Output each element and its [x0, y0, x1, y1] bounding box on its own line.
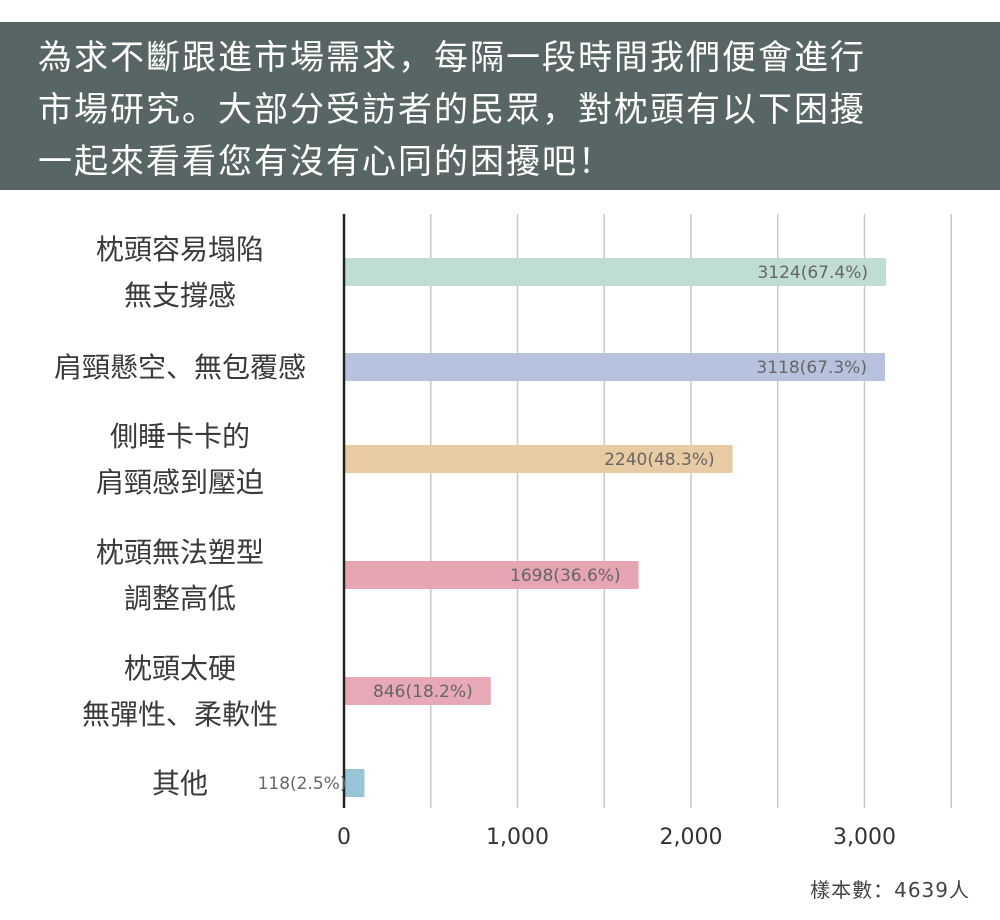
category-label: 無支撐感 — [124, 279, 236, 312]
bar — [344, 353, 885, 381]
header-line-1: 為求不斷跟進市場需求，每隔一段時間我們便會進行 — [38, 38, 866, 78]
bar — [344, 677, 491, 705]
category-label: 肩頸感到壓迫 — [96, 466, 264, 499]
sample-size-note: 樣本數：4639人 — [810, 878, 970, 902]
bar — [344, 769, 365, 797]
header-line-2: 市場研究。大部分受訪者的民眾，對枕頭有以下困擾 — [38, 90, 866, 130]
grid-lines — [430, 214, 952, 808]
bar — [344, 258, 887, 286]
data-label: 3124(67.4%) — [757, 263, 868, 283]
x-tick-label: 2,000 — [660, 825, 723, 850]
data-label: 846(18.2%) — [373, 682, 473, 702]
category-label: 枕頭容易塌陷 — [96, 233, 264, 266]
data-label: 118(2.5%) — [258, 774, 347, 794]
category-label: 肩頸懸空、無包覆感 — [54, 351, 306, 384]
bars — [344, 258, 887, 797]
bar — [344, 561, 639, 589]
data-label: 1698(36.6%) — [510, 566, 621, 586]
data-label: 2240(48.3%) — [604, 450, 715, 470]
x-tick-label: 0 — [337, 825, 351, 850]
labels: 3124(67.4%) 3118(67.3%) 2240(48.3%) 1698(36… — [54, 233, 896, 850]
data-label: 3118(67.3%) — [756, 358, 867, 378]
category-label: 調整高低 — [124, 582, 236, 615]
bar — [344, 445, 733, 473]
category-label: 側睡卡卡的 — [110, 420, 250, 453]
category-label: 其他 — [152, 767, 208, 800]
header-line-3: 一起來看看您有沒有心同的困擾吧！ — [38, 142, 614, 182]
header-banner: 為求不斷跟進市場需求，每隔一段時間我們便會進行 市場研究。大部分受訪者的民眾，對… — [0, 22, 1000, 190]
category-label: 枕頭太硬 — [124, 652, 236, 685]
x-tick-label: 1,000 — [486, 825, 549, 850]
category-label: 無彈性、柔軟性 — [82, 698, 278, 731]
category-label: 枕頭無法塑型 — [96, 536, 264, 569]
x-tick-label: 3,000 — [833, 825, 896, 850]
